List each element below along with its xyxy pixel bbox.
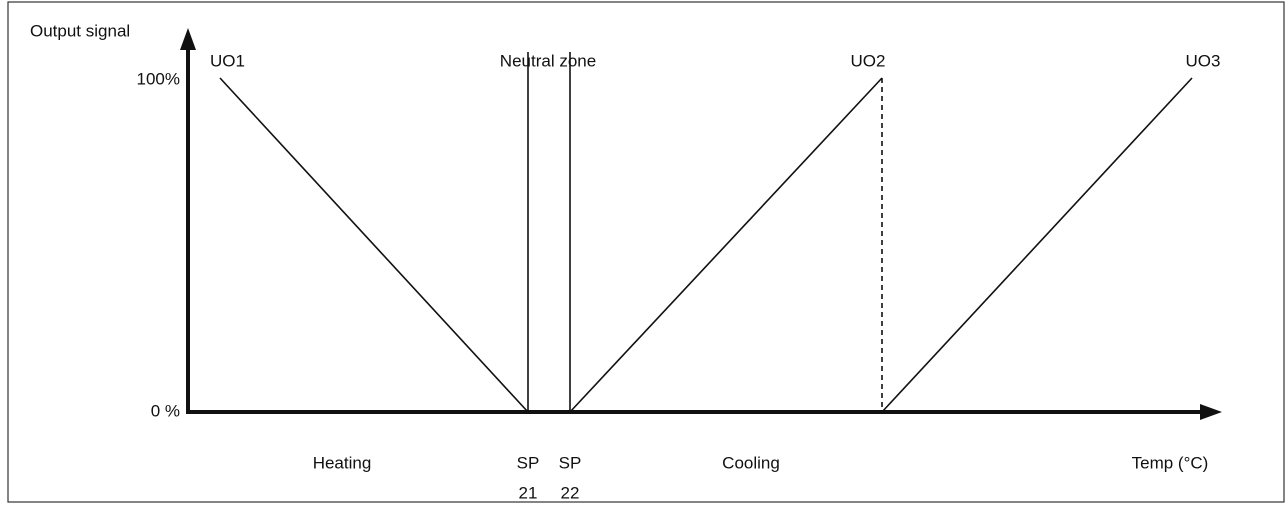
output-label: UO3 (1186, 51, 1221, 70)
output-label: UO2 (851, 51, 886, 70)
y-axis-label: Output signal (30, 21, 130, 40)
setpoint-number: 22 (561, 483, 580, 502)
uo1-line (219, 77, 529, 413)
setpoint-number: 21 (519, 483, 538, 502)
region-label: Cooling (722, 453, 780, 472)
setpoint-name: SP (517, 453, 540, 472)
x-axis-arrow (1200, 404, 1222, 420)
output-label: UO1 (210, 51, 245, 70)
neutral-zone-label: Neutral zone (500, 51, 596, 70)
uo2-line (569, 77, 883, 413)
frame (7, 1, 1285, 503)
uo3-line (881, 77, 1193, 413)
y-max-label: 100% (137, 69, 180, 88)
setpoint-name: SP (559, 453, 582, 472)
y-axis-arrow (180, 28, 196, 50)
region-label: Heating (313, 453, 372, 472)
y-min-label: 0 % (151, 401, 180, 420)
x-axis-label: Temp (°C) (1132, 453, 1209, 472)
